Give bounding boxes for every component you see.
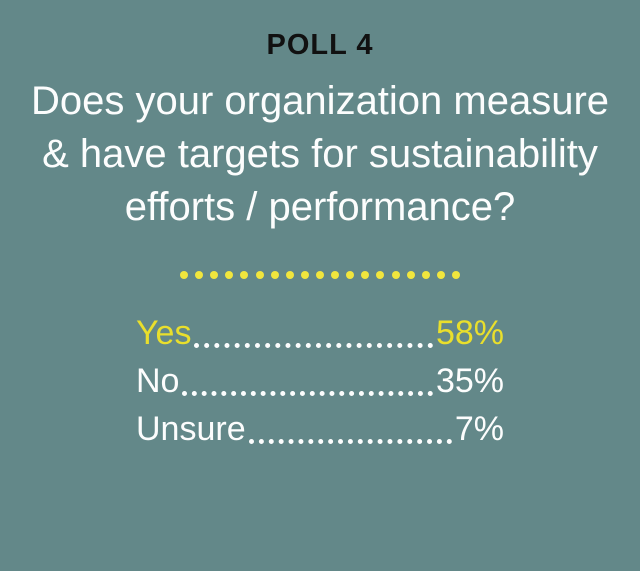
divider-dot [451, 270, 460, 279]
divider-dot [240, 270, 249, 279]
divider-dot [421, 270, 430, 279]
result-value: 58% [435, 314, 504, 352]
divider-dot [331, 270, 340, 279]
divider-dot [210, 270, 219, 279]
divider-dot [436, 270, 445, 279]
divider-dot [255, 270, 264, 279]
dot-leader [182, 391, 433, 396]
poll-question: Does your organization measure & have ta… [0, 75, 640, 234]
divider-dot [346, 270, 355, 279]
divider-dot [406, 270, 415, 279]
result-value: 7% [454, 410, 504, 448]
divider-dot [225, 270, 234, 279]
divider-dot [285, 270, 294, 279]
dot-leader [194, 343, 433, 348]
divider-dot [315, 270, 324, 279]
divider-dot [195, 270, 204, 279]
divider-dot [270, 270, 279, 279]
dotted-divider [180, 270, 460, 279]
poll-result-row-unsure: Unsure 7% [136, 405, 504, 453]
result-label: Unsure [136, 410, 246, 448]
poll-number-title: POLL 4 [266, 29, 374, 61]
divider-dot [180, 270, 188, 279]
dot-leader [248, 439, 452, 444]
divider-dot [391, 270, 400, 279]
result-value: 35% [435, 362, 504, 400]
poll-question-line-3: efforts / performance? [124, 185, 516, 229]
poll-question-line-2: & have targets for sustainability [42, 132, 598, 176]
poll-result-row-yes: Yes 58% [136, 309, 504, 357]
divider-dot [376, 270, 385, 279]
divider-dot [361, 270, 370, 279]
result-label: Yes [136, 314, 192, 352]
poll-results-list: Yes 58% No 35% Unsure 7% [136, 309, 504, 453]
poll-result-row-no: No 35% [136, 357, 504, 405]
poll-question-line-1: Does your organization measure [30, 79, 610, 123]
result-label: No [136, 362, 180, 400]
divider-dot [300, 270, 309, 279]
